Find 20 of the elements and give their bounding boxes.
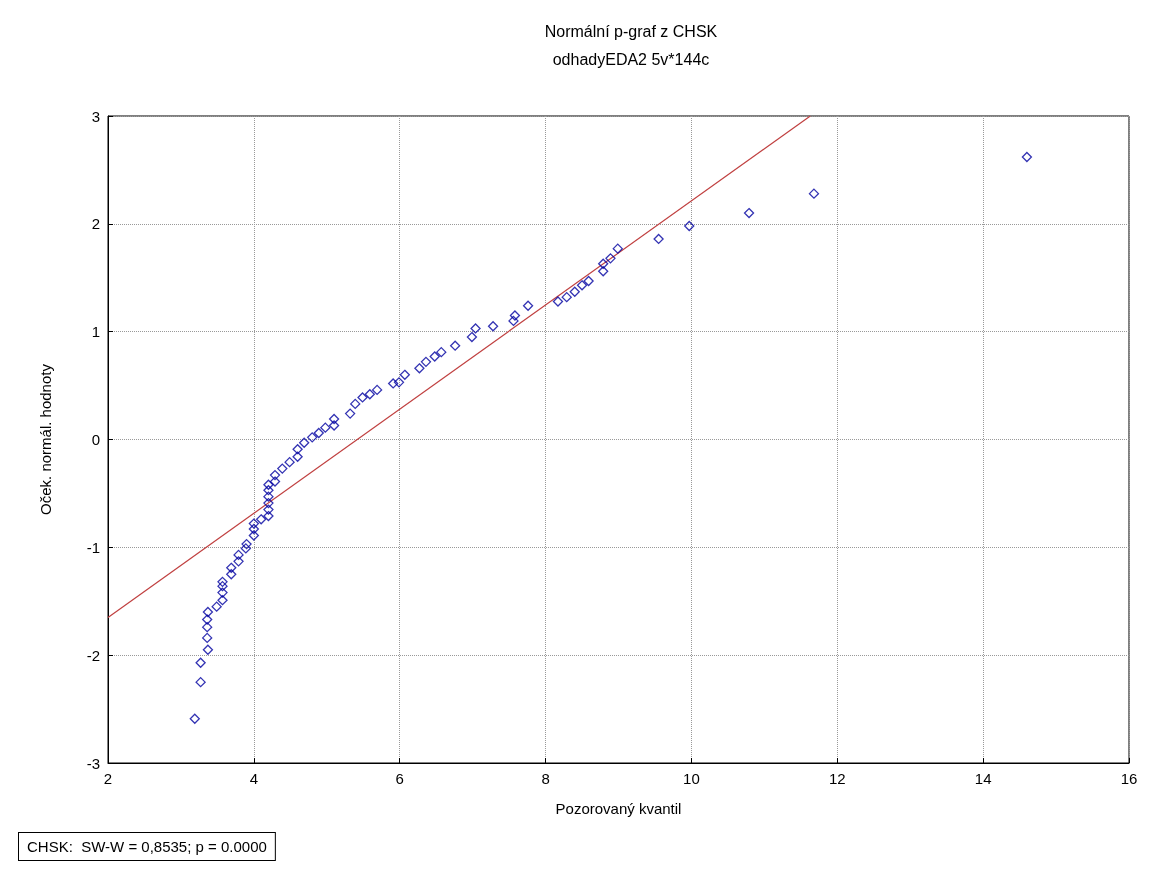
y-tick-label: -3 xyxy=(86,754,100,772)
y-tick-label: 3 xyxy=(91,107,100,125)
x-tick-label: 10 xyxy=(683,770,700,787)
y-axis-title: Oček. normál. hodnoty xyxy=(37,363,54,515)
x-tick-label: 4 xyxy=(249,770,259,787)
chart-title: Normální p-graf z CHSK xyxy=(544,22,718,40)
y-tick-label: 2 xyxy=(91,215,100,233)
x-tick-label: 14 xyxy=(974,770,992,787)
y-tick-label: -1 xyxy=(86,538,100,556)
x-tick-label: 8 xyxy=(541,770,550,787)
text: CHSK: SW-W = 0,8535; p = 0.0000 xyxy=(27,838,267,855)
x-tick-label: 16 xyxy=(1120,770,1138,787)
y-tick-label: 0 xyxy=(91,431,100,448)
x-tick-label: 2 xyxy=(103,770,113,787)
chart-subtitle: odhadyEDA2 5v*144c xyxy=(552,50,710,68)
y-tick-label: 1 xyxy=(91,323,100,341)
x-tick-label: 12 xyxy=(828,770,846,787)
x-axis-title: Pozorovaný kvantil xyxy=(555,800,682,817)
x-tick-label: 6 xyxy=(395,770,404,787)
y-tick-label: -2 xyxy=(86,646,100,664)
